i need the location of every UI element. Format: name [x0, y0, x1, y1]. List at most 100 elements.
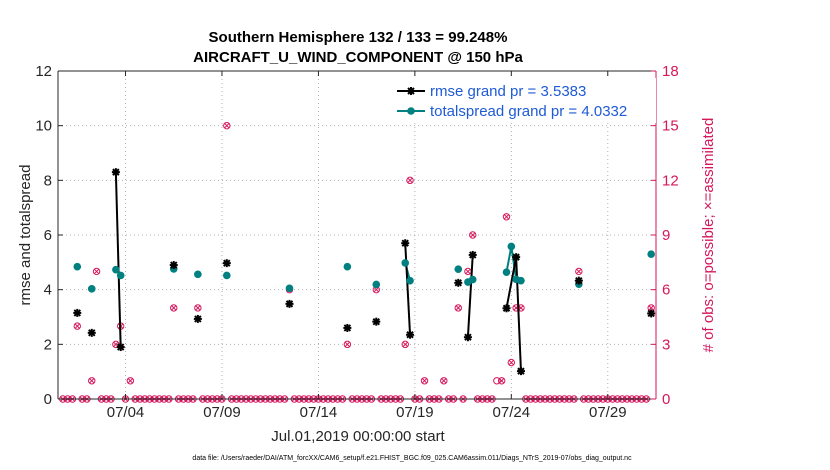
- rmse-point-stroke: [454, 279, 462, 287]
- obs-cross-b: [127, 378, 134, 384]
- rmse-point: [73, 308, 82, 317]
- rmse-point: [401, 239, 410, 248]
- rmse-point: [169, 261, 178, 270]
- plot-background: [58, 71, 656, 399]
- y-axis-right-label: # of obs: o=possible; ×=assimilated: [700, 118, 717, 353]
- obs-cross-b: [421, 378, 428, 384]
- rmse-point-stroke: [647, 309, 655, 318]
- rmse-point: [463, 333, 472, 342]
- rmse-point-stroke: [372, 317, 380, 326]
- obs-cross-b: [503, 214, 510, 220]
- rmse-point: [222, 259, 231, 268]
- rmse-point-stroke: [401, 239, 409, 247]
- obs-cross-b: [465, 268, 471, 275]
- spread-point: [285, 284, 294, 293]
- rmse-point-stroke: [194, 315, 202, 323]
- obs-cross-b: [576, 268, 582, 275]
- spread-point: [73, 262, 82, 271]
- obs-count-marker: [507, 358, 516, 367]
- legend: rmse grand pr = 3.5383 totalspread grand…: [388, 78, 656, 123]
- obs-count-marker: [223, 121, 231, 130]
- y-right-tick-label: 18: [662, 63, 679, 80]
- obs-count-marker: [454, 304, 462, 312]
- plot-area: 07/04 07/09 07/14 07/19 07/24 07/29 0 2 4 6 8 10 12 0…: [35, 63, 678, 421]
- obs-cross-b: [195, 305, 201, 311]
- obs-circle: [343, 340, 352, 349]
- obs-count-marker: [170, 304, 178, 312]
- obs-cross-b: [373, 286, 380, 293]
- spread-point: [647, 250, 655, 258]
- chart-title-line1: Southern Hemisphere 132 / 133 = 99.248%: [209, 29, 508, 46]
- spread-point: [372, 280, 381, 289]
- x-axis-label: Jul.01,2019 00:00:00 start: [271, 428, 445, 445]
- legend-spread-label: totalspread grand pr = 4.0332: [430, 103, 627, 120]
- obs-circle: [497, 377, 506, 385]
- y-axis-label: rmse and totalspread: [17, 165, 34, 306]
- chart-title-line2: AIRCRAFT_U_WIND_COMPONENT @ 150 hPa: [193, 49, 523, 66]
- rmse-point: [116, 343, 125, 352]
- rmse-point-stroke: [343, 324, 352, 332]
- rmse-point: [285, 299, 294, 308]
- spread-point: [194, 270, 202, 279]
- spread-point: [406, 276, 414, 285]
- spread-point: [222, 271, 231, 280]
- x-tick-label: 07/24: [493, 404, 531, 421]
- y-tick-label: 6: [44, 227, 52, 244]
- y-right-tick-label: 0: [662, 391, 670, 408]
- obs-count-marker: [502, 213, 511, 221]
- rmse-point: [193, 314, 202, 323]
- obs-circle: [223, 121, 231, 130]
- x-tick-label: 07/14: [300, 404, 338, 421]
- y-right-tick-label: 6: [662, 282, 670, 299]
- rmse-point-stroke: [112, 168, 120, 176]
- obs-count-marker: [647, 304, 655, 312]
- rmse-point-stroke: [285, 300, 294, 308]
- y-right-tick-label: 9: [662, 227, 670, 244]
- rmse-point-stroke: [502, 304, 511, 312]
- obs-possible-marker: [493, 377, 501, 385]
- obs-cross-b: [89, 378, 95, 384]
- rmse-point-stroke: [512, 253, 520, 261]
- y-tick-label: 0: [44, 391, 52, 408]
- obs-count-marker: [440, 377, 448, 385]
- obs-circle: [401, 340, 409, 349]
- obs-circle: [469, 231, 477, 239]
- spread-point: [502, 268, 511, 276]
- rmse-point: [87, 328, 96, 337]
- obs-cross-b: [113, 341, 119, 348]
- obs-circle: [507, 358, 516, 367]
- legend-rmse-marker: [407, 87, 415, 95]
- legend-spread-marker: [407, 107, 415, 115]
- spread-point: [343, 262, 352, 271]
- obs-cross-b: [508, 359, 515, 366]
- x-tick-label: 07/04: [107, 404, 145, 421]
- rmse-point: [574, 276, 583, 285]
- rmse-point-stroke: [88, 329, 96, 337]
- obs-count-marker: [88, 377, 96, 385]
- obs-count-marker: [575, 267, 583, 276]
- spread-point: [507, 242, 516, 251]
- obs-cross-b: [93, 268, 100, 275]
- footer-data-file: data file: /Users/raeder/DAI/ATM_forcXX/…: [192, 455, 632, 462]
- y-right-tick-label: 12: [662, 172, 679, 189]
- spread-point: [116, 271, 125, 280]
- obs-cross-b: [402, 341, 408, 348]
- obs-cross-b: [344, 341, 351, 348]
- spread-point: [401, 259, 410, 267]
- obs-count-marker: [126, 377, 135, 385]
- obs-count-marker: [73, 322, 81, 330]
- legend-box: [388, 78, 656, 123]
- y-tick-label: 8: [44, 172, 52, 189]
- y-right-tick-label: 15: [662, 118, 679, 135]
- obs-circle: [420, 377, 429, 385]
- obs-count-marker: [401, 340, 409, 349]
- spread-point: [454, 265, 463, 273]
- rmse-point-stroke: [464, 333, 472, 341]
- obs-cross-b: [469, 232, 476, 238]
- obs-circle: [126, 377, 135, 385]
- obs-count-marker: [469, 231, 477, 239]
- y-tick-label: 10: [35, 118, 52, 135]
- rmse-point-stroke: [575, 276, 583, 285]
- rmse-point-stroke: [116, 343, 125, 351]
